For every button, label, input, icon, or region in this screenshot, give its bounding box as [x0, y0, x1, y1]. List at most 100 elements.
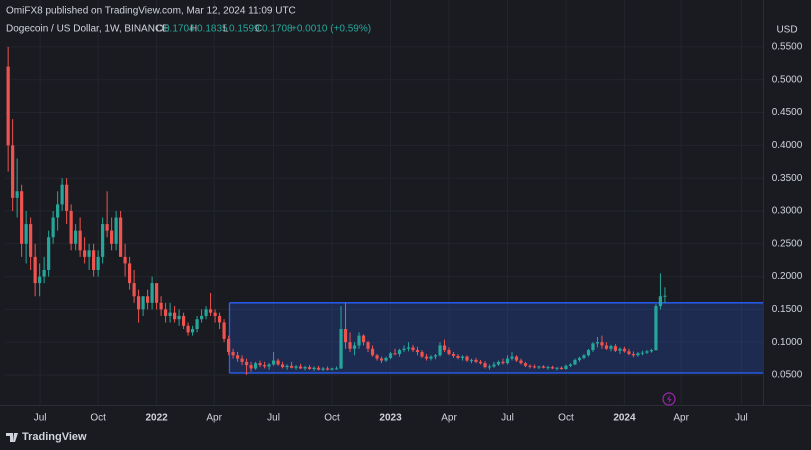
- candle-body: [6, 66, 10, 146]
- candle-body: [208, 309, 213, 313]
- candle-body: [564, 365, 568, 370]
- candle-body: [523, 363, 528, 366]
- candle-body: [29, 224, 33, 257]
- candle-body: [150, 283, 154, 303]
- candle-body: [244, 361, 249, 366]
- candle-body: [636, 353, 640, 356]
- candle-body: [78, 230, 82, 251]
- ohlc-label: C: [255, 24, 262, 35]
- candle-body: [177, 315, 181, 320]
- candle-body: [411, 347, 415, 351]
- y-tick-label: 0.0500: [772, 370, 803, 381]
- candle-body: [447, 350, 451, 354]
- candle-body: [406, 347, 411, 349]
- brand: TradingView: [22, 431, 87, 443]
- candle-body: [105, 224, 109, 231]
- candle-body: [312, 367, 316, 370]
- candle-body: [438, 345, 442, 356]
- candle-body: [465, 356, 469, 361]
- candle-body: [199, 315, 204, 320]
- ohlc-value: 0.1704: [164, 24, 195, 35]
- candle-body: [361, 335, 366, 343]
- candle-body: [519, 360, 523, 364]
- candle-body: [645, 351, 649, 353]
- candle-body: [240, 358, 244, 362]
- candle-body: [528, 365, 532, 367]
- candle-body: [276, 360, 280, 365]
- candle-body: [15, 191, 19, 198]
- candle-body: [388, 353, 393, 358]
- ohlc-label: L: [223, 24, 229, 35]
- candle-body: [316, 367, 321, 370]
- ohlc-label: O: [156, 24, 164, 35]
- candle-body: [627, 351, 631, 354]
- candle-body: [132, 283, 136, 297]
- x-tick-label: Jul: [34, 413, 47, 424]
- change: +0.0010 (+0.59%): [291, 24, 371, 35]
- candle-body: [65, 184, 69, 211]
- y-tick-label: 0.1000: [772, 337, 803, 348]
- candle-body: [92, 250, 96, 271]
- candle-body: [622, 348, 627, 352]
- candle-body: [492, 364, 496, 367]
- candle-body: [433, 355, 438, 357]
- legend: Dogecoin / US Dollar, 1W, BINANCE O 0.17…: [6, 24, 371, 35]
- candle-body: [271, 360, 276, 365]
- candle-body: [213, 312, 217, 316]
- candle-body: [56, 204, 60, 218]
- candle-body: [267, 364, 271, 367]
- candle-body: [415, 350, 420, 353]
- candle-body: [559, 367, 564, 370]
- candle-body: [352, 345, 357, 349]
- candle-body: [586, 350, 591, 356]
- y-tick-label: 0.1500: [772, 304, 803, 315]
- candle-body: [172, 312, 177, 320]
- candle-body: [339, 329, 343, 369]
- candle-body: [114, 217, 118, 244]
- candle-body: [294, 366, 298, 368]
- candle-body: [307, 367, 312, 370]
- candle-body: [343, 329, 348, 343]
- candle-body: [424, 356, 429, 359]
- candle-body: [375, 355, 379, 359]
- x-tick-label: Oct: [558, 413, 574, 424]
- ohlc-label: H: [190, 24, 197, 35]
- candle-body: [654, 306, 658, 351]
- x-tick-label: Jul: [267, 413, 280, 424]
- x-tick-label: Jul: [501, 413, 514, 424]
- candle-body: [487, 366, 492, 368]
- candle-body: [546, 367, 550, 369]
- candle-body: [204, 309, 208, 316]
- x-tick-label: 2024: [613, 413, 636, 424]
- candle-body: [451, 353, 456, 356]
- candle-body: [33, 256, 37, 284]
- candle-body: [249, 365, 253, 369]
- symbol: Dogecoin / US Dollar, 1W, BINANCE: [6, 24, 169, 35]
- event-circle: [662, 392, 676, 406]
- y-tick-label: 0.5500: [772, 42, 803, 53]
- candle-body: [514, 356, 519, 361]
- x-tick-label: Apr: [673, 413, 689, 424]
- candle-body: [478, 361, 483, 364]
- candle-body: [334, 368, 339, 370]
- candle-body: [483, 363, 487, 368]
- candle-body: [289, 365, 294, 368]
- x-tick-label: Apr: [441, 413, 457, 424]
- candle-body: [128, 263, 132, 284]
- candle-body: [123, 256, 127, 264]
- y-tick-label: 0.4000: [772, 140, 803, 151]
- grid: [5, 0, 763, 405]
- candle-body: [384, 357, 388, 361]
- candle-body: [663, 295, 667, 297]
- brand-logo: TradingView: [6, 431, 87, 443]
- candle-body: [469, 359, 474, 361]
- candle-body: [163, 309, 168, 316]
- logo-mark: [6, 433, 18, 442]
- candle-body: [604, 345, 609, 349]
- candle-body: [83, 250, 87, 257]
- candle-body: [348, 342, 352, 349]
- candle-body: [591, 343, 595, 351]
- candle-body: [101, 224, 105, 257]
- x-tick-label: Jul: [735, 413, 748, 424]
